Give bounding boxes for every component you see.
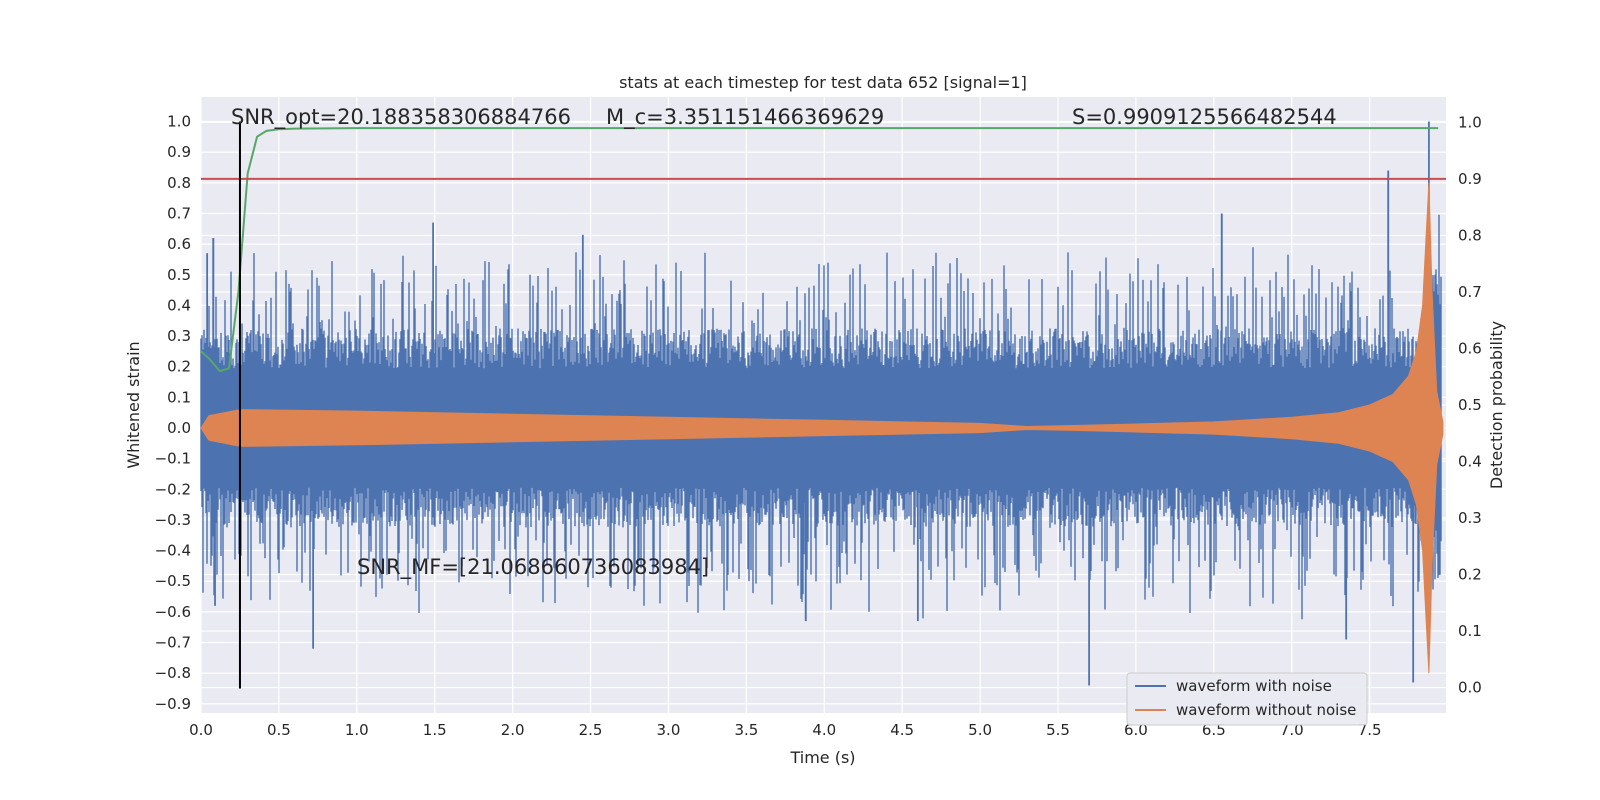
x-tick-label: 5.0 <box>968 721 992 739</box>
y-tick-label: 0.5 <box>167 266 191 284</box>
y-right-tick-label: 0.8 <box>1458 226 1482 244</box>
y-tick-label: 0.0 <box>167 419 191 437</box>
annotation-s: S=0.9909125566482544 <box>1072 105 1337 129</box>
legend-box <box>1126 672 1368 726</box>
x-tick-label: 4.0 <box>812 721 836 739</box>
y-tick-label: 0.3 <box>167 327 191 345</box>
y-right-tick-label: 0.3 <box>1458 509 1482 527</box>
chart-title: stats at each timestep for test data 652… <box>619 73 1027 92</box>
y-tick-label: 0.8 <box>167 174 191 192</box>
legend-label-without-noise: waveform without noise <box>1176 701 1356 719</box>
clean-waveform-fill <box>200 182 1444 674</box>
x-tick-label: 3.0 <box>657 721 681 739</box>
y-right-tick-label: 0.4 <box>1458 453 1482 471</box>
annotation-snr-opt: SNR_opt=20.188358306884766 <box>231 105 571 130</box>
y-tick-label: −0.4 <box>155 542 191 560</box>
y-right-tick-label: 0.1 <box>1458 622 1482 640</box>
y-axis-right-ticks: 1.0 0.9 0.8 0.7 0.6 0.5 0.4 0.3 0.2 0.1 0.0 <box>1446 113 1482 697</box>
y-tick-label: 0.2 <box>167 358 191 376</box>
x-tick-label: 1.5 <box>423 721 447 739</box>
series-detection-probability <box>200 127 1446 373</box>
x-axis-title: Time (s) <box>789 748 855 767</box>
x-tick-label: 0.0 <box>189 721 213 739</box>
y-axis-right-title: Detection probability <box>1487 321 1506 489</box>
annotation-chirp-mass: M_c=3.351151466369629 <box>606 105 884 130</box>
y-right-tick-label: 0.0 <box>1458 679 1482 697</box>
y-tick-label: 0.7 <box>167 204 191 222</box>
y-tick-label: −0.2 <box>155 480 191 498</box>
y-tick-label: −0.1 <box>155 450 191 468</box>
y-tick-label: −0.6 <box>155 603 191 621</box>
y-right-tick-label: 0.6 <box>1458 339 1482 357</box>
y-right-tick-label: 0.9 <box>1458 170 1482 188</box>
y-tick-label: 0.1 <box>167 388 191 406</box>
annotation-snr-mf: SNR_MF=[21.068660736083984] <box>357 555 709 580</box>
y-tick-label: 1.0 <box>167 113 191 131</box>
x-tick-label: 2.5 <box>579 721 603 739</box>
x-tick-label: 1.0 <box>345 721 369 739</box>
y-tick-label: −0.8 <box>155 664 191 682</box>
y-tick-label: −0.7 <box>155 634 191 652</box>
y-tick-label: 0.4 <box>167 296 191 314</box>
x-tick-label: 0.5 <box>267 721 291 739</box>
y-tick-label: 0.6 <box>167 235 191 253</box>
y-tick-label: −0.9 <box>155 695 191 713</box>
x-tick-label: 4.5 <box>890 721 914 739</box>
y-right-tick-label: 0.2 <box>1458 566 1482 584</box>
y-tick-label: −0.3 <box>155 511 191 529</box>
y-right-tick-label: 0.5 <box>1458 396 1482 414</box>
y-right-tick-label: 0.7 <box>1458 283 1482 301</box>
series-waveform-without-noise <box>200 182 1444 674</box>
y-tick-label: −0.5 <box>155 572 191 590</box>
legend: waveform with noise waveform without noi… <box>1126 672 1368 726</box>
x-tick-label: 3.5 <box>734 721 758 739</box>
y-tick-label: 0.9 <box>167 143 191 161</box>
y-axis-title: Whitened strain <box>124 341 143 468</box>
x-tick-label: 2.0 <box>501 721 525 739</box>
y-right-tick-label: 1.0 <box>1458 113 1482 131</box>
detection-probability-line <box>200 127 1439 373</box>
legend-label-with-noise: waveform with noise <box>1176 677 1332 695</box>
y-axis-ticks: 1.0 0.9 0.8 0.7 0.6 0.5 0.4 0.3 0.2 0.1 0.0 −0.1 −0.… <box>155 113 191 713</box>
x-tick-label: 5.5 <box>1046 721 1070 739</box>
